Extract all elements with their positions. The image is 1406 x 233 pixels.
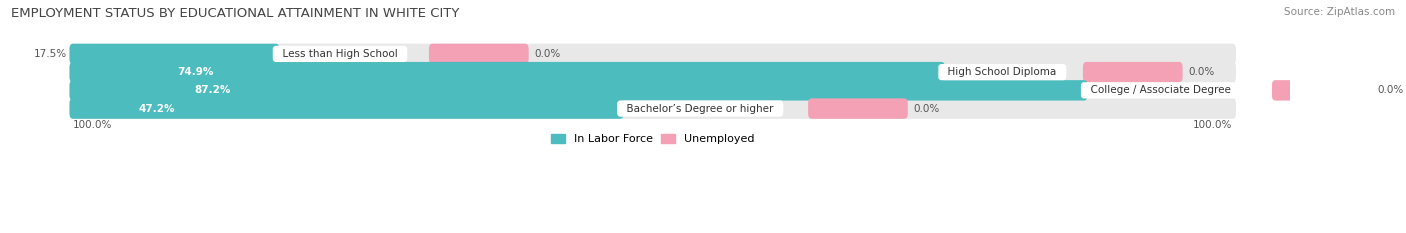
Text: 0.0%: 0.0% [914, 104, 939, 113]
Text: 87.2%: 87.2% [194, 85, 231, 95]
Text: 74.9%: 74.9% [177, 67, 214, 77]
Text: 0.0%: 0.0% [1188, 67, 1215, 77]
FancyBboxPatch shape [69, 98, 1236, 119]
Text: 17.5%: 17.5% [34, 49, 67, 59]
FancyBboxPatch shape [69, 80, 1236, 101]
FancyBboxPatch shape [69, 62, 1236, 82]
Text: 47.2%: 47.2% [139, 104, 176, 113]
Legend: In Labor Force, Unemployed: In Labor Force, Unemployed [547, 129, 759, 148]
FancyBboxPatch shape [69, 62, 945, 82]
FancyBboxPatch shape [69, 44, 280, 64]
Text: 0.0%: 0.0% [534, 49, 561, 59]
Text: Bachelor’s Degree or higher: Bachelor’s Degree or higher [620, 104, 780, 113]
FancyBboxPatch shape [69, 44, 1236, 64]
FancyBboxPatch shape [69, 80, 1088, 101]
Text: 100.0%: 100.0% [73, 120, 112, 130]
Text: Source: ZipAtlas.com: Source: ZipAtlas.com [1284, 7, 1395, 17]
Text: EMPLOYMENT STATUS BY EDUCATIONAL ATTAINMENT IN WHITE CITY: EMPLOYMENT STATUS BY EDUCATIONAL ATTAINM… [11, 7, 460, 20]
FancyBboxPatch shape [1083, 62, 1182, 82]
FancyBboxPatch shape [429, 44, 529, 64]
FancyBboxPatch shape [69, 98, 624, 119]
Text: College / Associate Degree: College / Associate Degree [1084, 85, 1237, 95]
Text: 100.0%: 100.0% [1194, 120, 1233, 130]
Text: 0.0%: 0.0% [1378, 85, 1403, 95]
FancyBboxPatch shape [808, 98, 908, 119]
FancyBboxPatch shape [1272, 80, 1372, 101]
Text: High School Diploma: High School Diploma [942, 67, 1063, 77]
Text: Less than High School: Less than High School [276, 49, 404, 59]
